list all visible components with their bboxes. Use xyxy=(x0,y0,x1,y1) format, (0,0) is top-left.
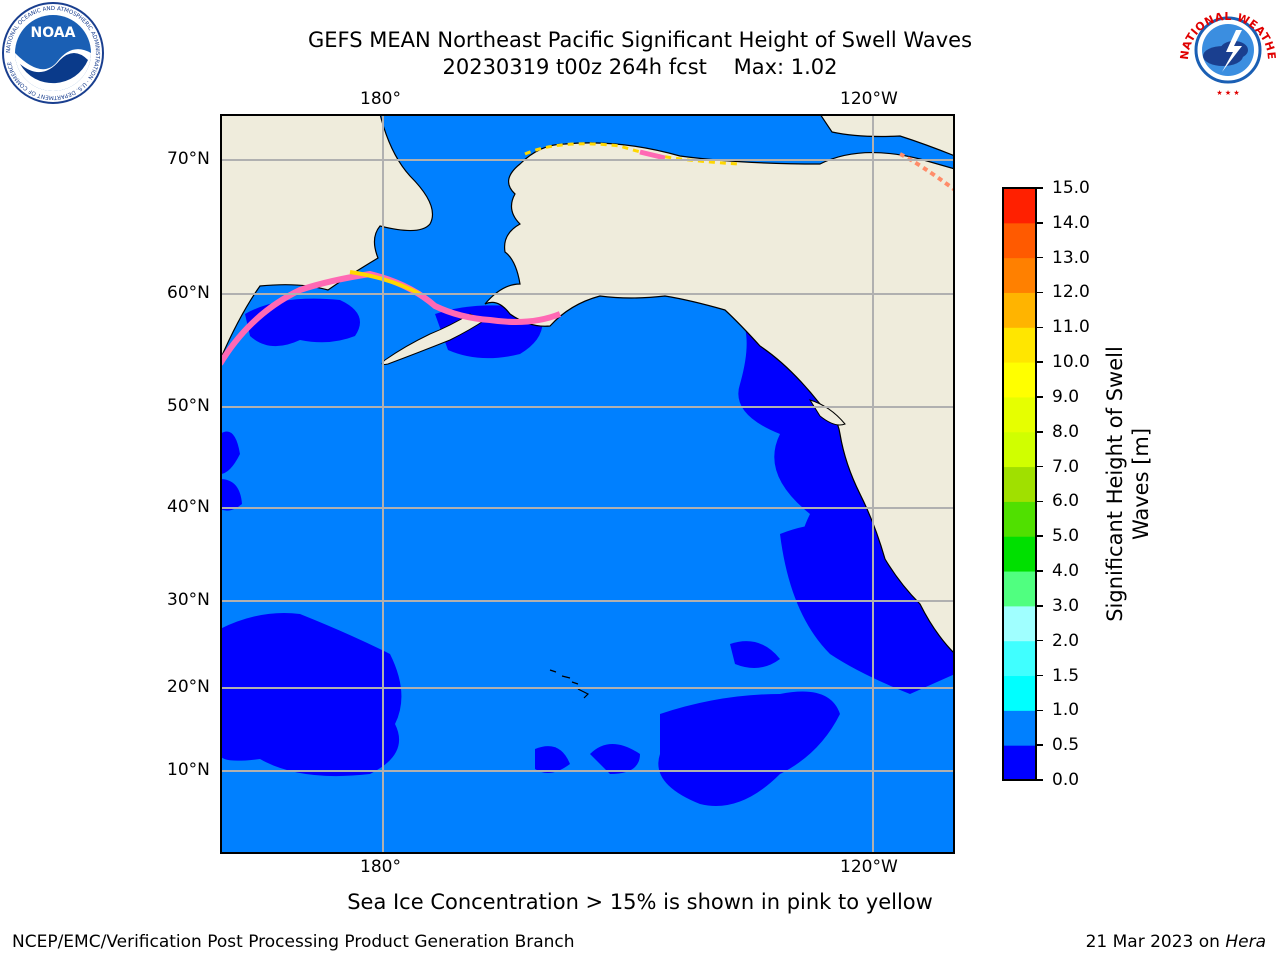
colorbar-tick-mark xyxy=(1036,744,1043,746)
colorbar-tick-mark xyxy=(1036,396,1043,398)
colorbar-tick-mark xyxy=(1036,222,1043,224)
lat-label-60n: 60°N xyxy=(167,283,210,303)
colorbar-tick-label: 14.0 xyxy=(1052,212,1090,233)
land-north-america xyxy=(484,142,955,655)
colorbar-tick-mark xyxy=(1036,639,1043,642)
colorbar-tick-mark xyxy=(1036,291,1043,294)
colorbar-tick-mark xyxy=(1036,500,1043,503)
colorbar-band xyxy=(1003,188,1036,224)
footer-date: 21 Mar 2023 on Hera xyxy=(1086,932,1266,952)
lon-label-bottom-120w: 120°W xyxy=(840,857,898,877)
colorbar-band xyxy=(1003,640,1036,677)
colorbar-tick-label: 13.0 xyxy=(1052,247,1090,268)
colorbar-tick-mark xyxy=(1036,361,1043,363)
colorbar-tick-mark xyxy=(1036,187,1043,189)
colorbar-tick-label: 3.0 xyxy=(1052,595,1080,616)
lon-label-top-180: 180° xyxy=(360,89,401,109)
colorbar-band xyxy=(1003,327,1036,363)
colorbar-band xyxy=(1003,501,1036,537)
land-hawaii xyxy=(549,669,590,699)
colorbar xyxy=(1002,187,1037,781)
colorbar-tick-mark xyxy=(1036,535,1043,537)
lat-label-10n: 10°N xyxy=(167,760,210,780)
colorbar-tick-mark xyxy=(1036,431,1043,433)
colorbar-band xyxy=(1003,362,1036,398)
colorbar-tick-mark xyxy=(1036,605,1043,607)
lat-label-70n: 70°N xyxy=(167,149,210,169)
chart-subtitle: 20230319 t00z 264h fcst Max: 1.02 xyxy=(442,55,838,79)
colorbar-tick-mark xyxy=(1036,779,1043,781)
colorbar-tick-label: 12.0 xyxy=(1052,282,1090,303)
sea-ice-caption: Sea Ice Concentration > 15% is shown in … xyxy=(347,890,933,914)
colorbar-band xyxy=(1003,396,1036,433)
colorbar-tick-label: 1.5 xyxy=(1052,665,1080,686)
colorbar-tick-mark xyxy=(1036,709,1043,712)
footer-host: Hera xyxy=(1225,932,1266,952)
nws-logo: NATIONAL WEATHER SERVICE ★ ★ ★ xyxy=(1171,0,1280,100)
svg-text:★ ★ ★: ★ ★ ★ xyxy=(1216,89,1239,97)
land-arctic-islands xyxy=(819,114,955,157)
colorbar-label-line2: Waves [m] xyxy=(1129,427,1153,541)
map-frame xyxy=(220,114,955,854)
colorbar-tick-label: 0.5 xyxy=(1052,735,1080,756)
colorbar-tick-label: 6.0 xyxy=(1052,491,1080,512)
colorbar-bands xyxy=(1003,188,1036,781)
colorbar-band xyxy=(1003,222,1036,259)
colorbar-tick-label: 7.0 xyxy=(1052,456,1080,477)
lat-label-30n: 30°N xyxy=(167,590,210,610)
lon-label-bottom-180: 180° xyxy=(360,857,401,877)
colorbar-tick-mark xyxy=(1036,465,1043,468)
colorbar-band xyxy=(1003,571,1036,607)
colorbar-tick-label: 2.0 xyxy=(1052,630,1080,651)
noaa-logo: NOAA NATIONAL OCEANIC AND ATMOSPHERIC AD… xyxy=(2,2,104,104)
colorbar-band xyxy=(1003,675,1036,711)
colorbar-tick-label: 4.0 xyxy=(1052,561,1080,582)
colorbar-band xyxy=(1003,605,1036,642)
lat-label-50n: 50°N xyxy=(167,396,210,416)
colorbar-tick-label: 5.0 xyxy=(1052,526,1080,547)
colorbar-tick-label: 0.0 xyxy=(1052,770,1080,790)
colorbar-tick-mark xyxy=(1036,570,1043,572)
swell-height-map xyxy=(220,114,955,854)
footer-date-text: 21 Mar 2023 on xyxy=(1085,932,1226,952)
colorbar-band xyxy=(1003,745,1036,781)
colorbar-band xyxy=(1003,431,1036,468)
colorbar-tick-label: 8.0 xyxy=(1052,421,1080,442)
colorbar-band xyxy=(1003,536,1036,572)
colorbar-frame xyxy=(1002,187,1037,781)
colorbar-tick-label: 15.0 xyxy=(1052,178,1090,198)
colorbar-tick-mark xyxy=(1036,326,1043,329)
colorbar-tick-label: 1.0 xyxy=(1052,700,1080,721)
lat-label-20n: 20°N xyxy=(167,677,210,697)
colorbar-band xyxy=(1003,466,1036,502)
lon-label-top-120w: 120°W xyxy=(840,89,898,109)
colorbar-tick-mark xyxy=(1036,256,1043,259)
colorbar-band xyxy=(1003,710,1036,746)
colorbar-tick-label: 9.0 xyxy=(1052,386,1080,407)
map-gridlines xyxy=(220,114,955,854)
footer-branch: NCEP/EMC/Verification Post Processing Pr… xyxy=(12,932,575,952)
noaa-logo-text: NOAA xyxy=(31,25,76,41)
colorbar-band xyxy=(1003,292,1036,328)
colorbar-band xyxy=(1003,257,1036,293)
colorbar-label-line1: Significant Height of Swell xyxy=(1103,346,1127,622)
chart-title: GEFS MEAN Northeast Pacific Significant … xyxy=(307,28,973,52)
lat-label-40n: 40°N xyxy=(167,497,210,517)
colorbar-tick-label: 10.0 xyxy=(1052,352,1090,373)
land-chukotka xyxy=(220,114,434,361)
colorbar-tick-mark xyxy=(1036,674,1043,677)
colorbar-tick-label: 11.0 xyxy=(1052,317,1090,338)
